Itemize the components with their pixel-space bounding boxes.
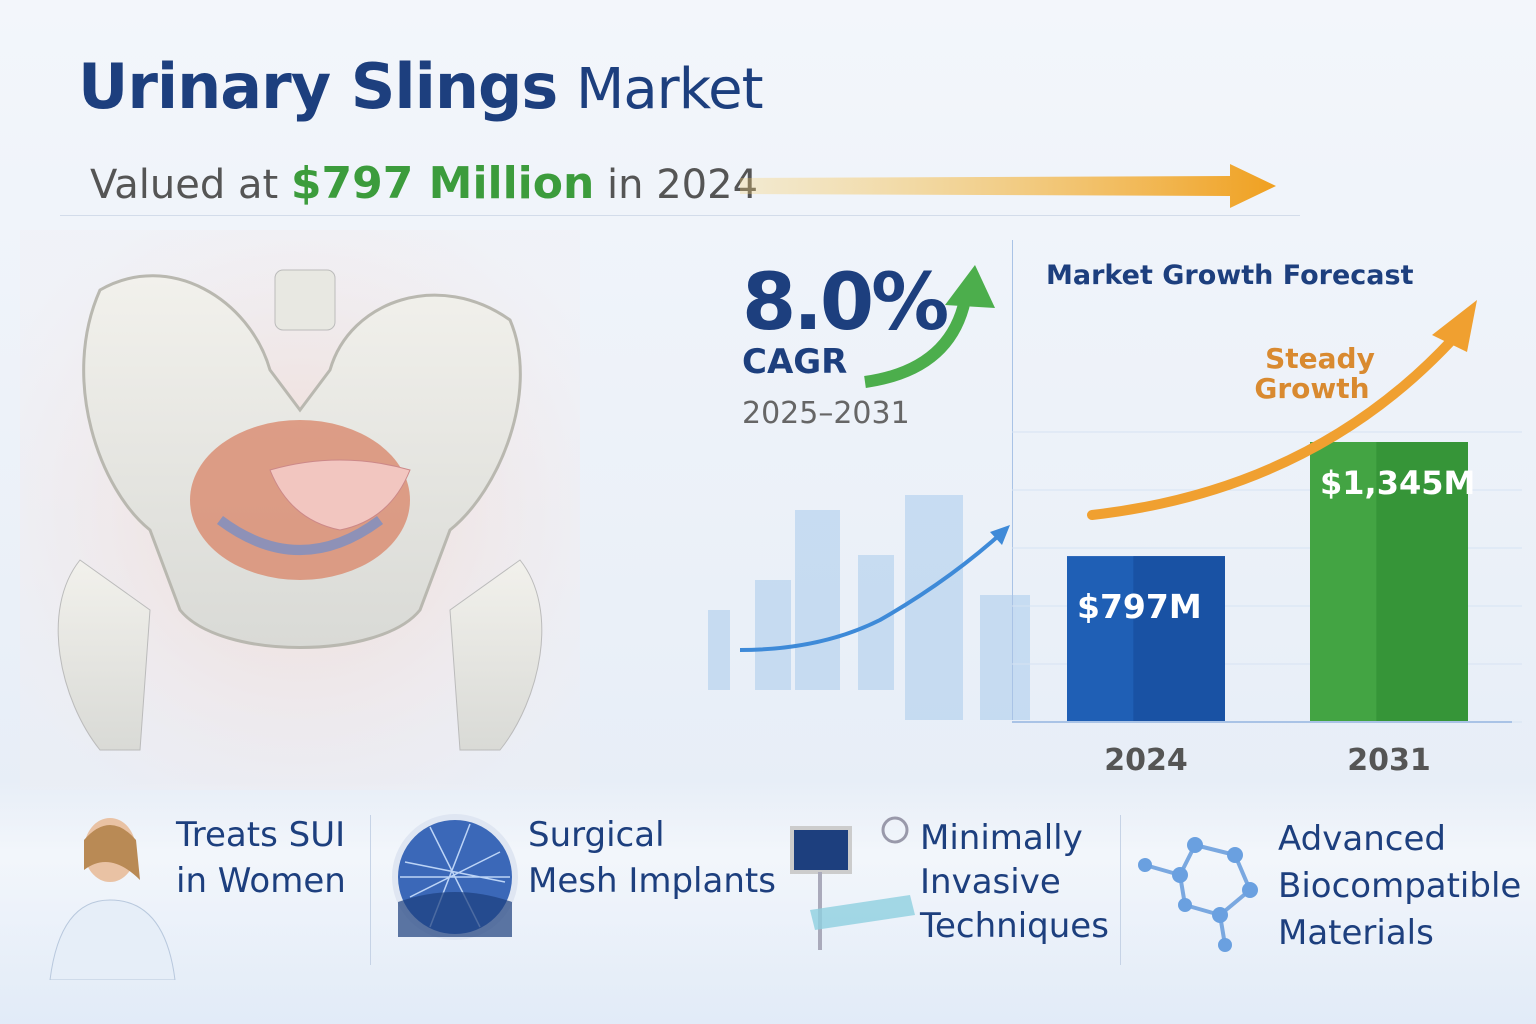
cagr-label: CAGR (742, 342, 848, 382)
bottom-fog (0, 780, 1536, 1024)
growth-arrow (1087, 335, 1457, 520)
feature-line: Techniques (920, 906, 1109, 946)
feature-line: Materials (1278, 913, 1434, 953)
feature-mesh-implants: Surgical Mesh Implants (528, 812, 776, 904)
annotation: Steady (1265, 342, 1375, 375)
feature-minimally-invasive: Minimally Invasive Techniques (920, 816, 1109, 948)
data-label: $1,345M (1320, 464, 1475, 502)
feature-line: Biocompatible (1278, 866, 1522, 906)
chart-title: Market Growth Forecast (1046, 260, 1414, 291)
x-tick-label: 2024 (1104, 743, 1188, 778)
cagr-period: 2025–2031 (742, 396, 910, 431)
green-up-arrow-icon (864, 265, 995, 388)
molecule-icon (1138, 837, 1258, 952)
mesh-icon (392, 814, 518, 940)
pelvis-illustration (20, 230, 580, 790)
annotation: Growth (1254, 372, 1369, 405)
feature-biocompatible-materials: Advanced Biocompatible Materials (1278, 816, 1521, 957)
orange-arrow-icon (740, 164, 1276, 208)
feature-line: Advanced (1278, 819, 1446, 859)
title-bold: Urinary Slings (78, 50, 558, 123)
feature-line: Invasive (920, 862, 1061, 902)
feature-treats-sui: Treats SUI in Women (176, 812, 346, 904)
surgical-monitor-icon (790, 816, 915, 950)
valued-value: $797 Million (290, 158, 595, 209)
page-title: Urinary Slings Market (78, 50, 764, 123)
data-label: $797M (1077, 587, 1202, 626)
cagr-block: 8.0% CAGR 2025–2031 (742, 258, 949, 431)
valuation-line: Valued at $797 Million in 2024 (90, 158, 758, 209)
valued-suffix: in 2024 (607, 162, 759, 208)
feature-line: Treats SUI (176, 815, 346, 855)
growth-arrowhead (1432, 300, 1477, 352)
woman-icon (49, 818, 176, 980)
cagr-value: 8.0% (742, 258, 949, 348)
chart-divider (1012, 240, 1013, 720)
feature-line: in Women (176, 861, 346, 901)
bar-shade (1376, 442, 1468, 722)
feature-line: Minimally (920, 818, 1083, 858)
feature-line: Surgical (528, 815, 665, 855)
valued-prefix: Valued at (90, 162, 279, 208)
title-rest: Market (576, 57, 763, 122)
x-tick-label: 2031 (1347, 743, 1431, 778)
separator (370, 815, 371, 965)
background-bars-decoration (708, 495, 1030, 720)
separator (1120, 815, 1121, 965)
divider (60, 215, 1300, 216)
bar-shade (1133, 556, 1225, 722)
feature-line: Mesh Implants (528, 861, 776, 901)
